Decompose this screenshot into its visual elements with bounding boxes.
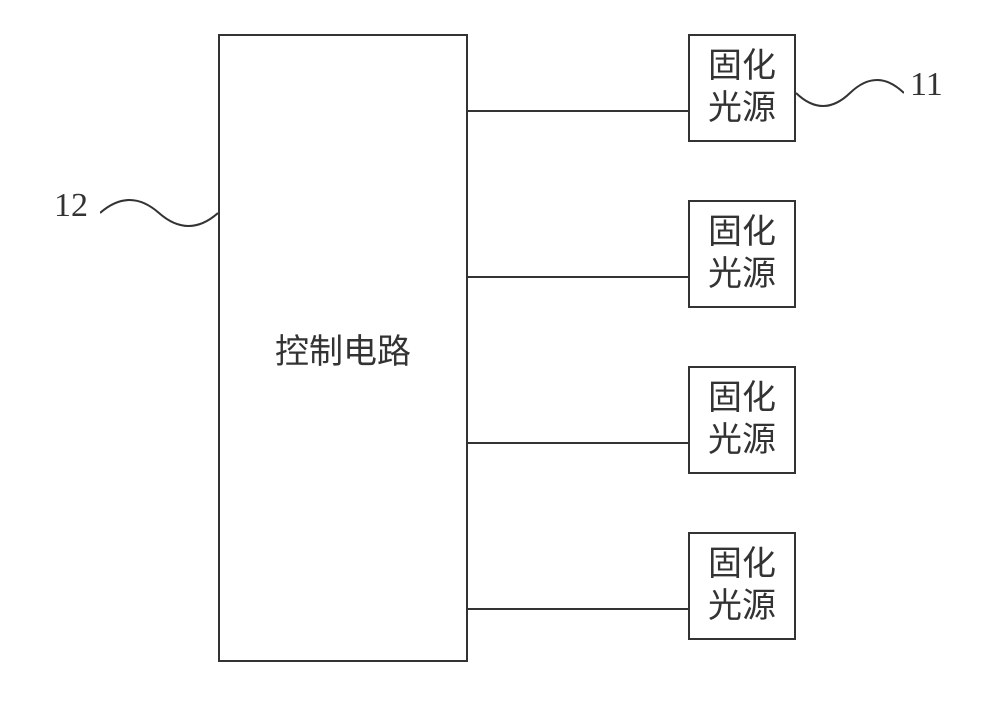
reference-number-11: 11: [910, 66, 943, 104]
light-source-label: 固化 光源: [708, 544, 776, 629]
light-source-label: 固化 光源: [708, 378, 776, 463]
controller-box: 控制电路: [218, 34, 468, 662]
reference-number-12: 12: [54, 187, 88, 225]
light-source-box: 固化 光源: [688, 34, 796, 142]
controller-label: 控制电路: [275, 324, 411, 373]
connector-line: [468, 442, 688, 444]
light-source-box: 固化 光源: [688, 532, 796, 640]
connector-line: [468, 608, 688, 610]
light-source-box: 固化 光源: [688, 200, 796, 308]
connector-line: [468, 276, 688, 278]
light-source-box: 固化 光源: [688, 366, 796, 474]
callout-squiggle-12: [100, 198, 218, 228]
light-source-label: 固化 光源: [708, 46, 776, 131]
light-source-label: 固化 光源: [708, 212, 776, 297]
connector-line: [468, 110, 688, 112]
diagram-canvas: 控制电路 固化 光源固化 光源固化 光源固化 光源 12 11: [0, 0, 1000, 704]
callout-squiggle-11: [796, 78, 904, 108]
